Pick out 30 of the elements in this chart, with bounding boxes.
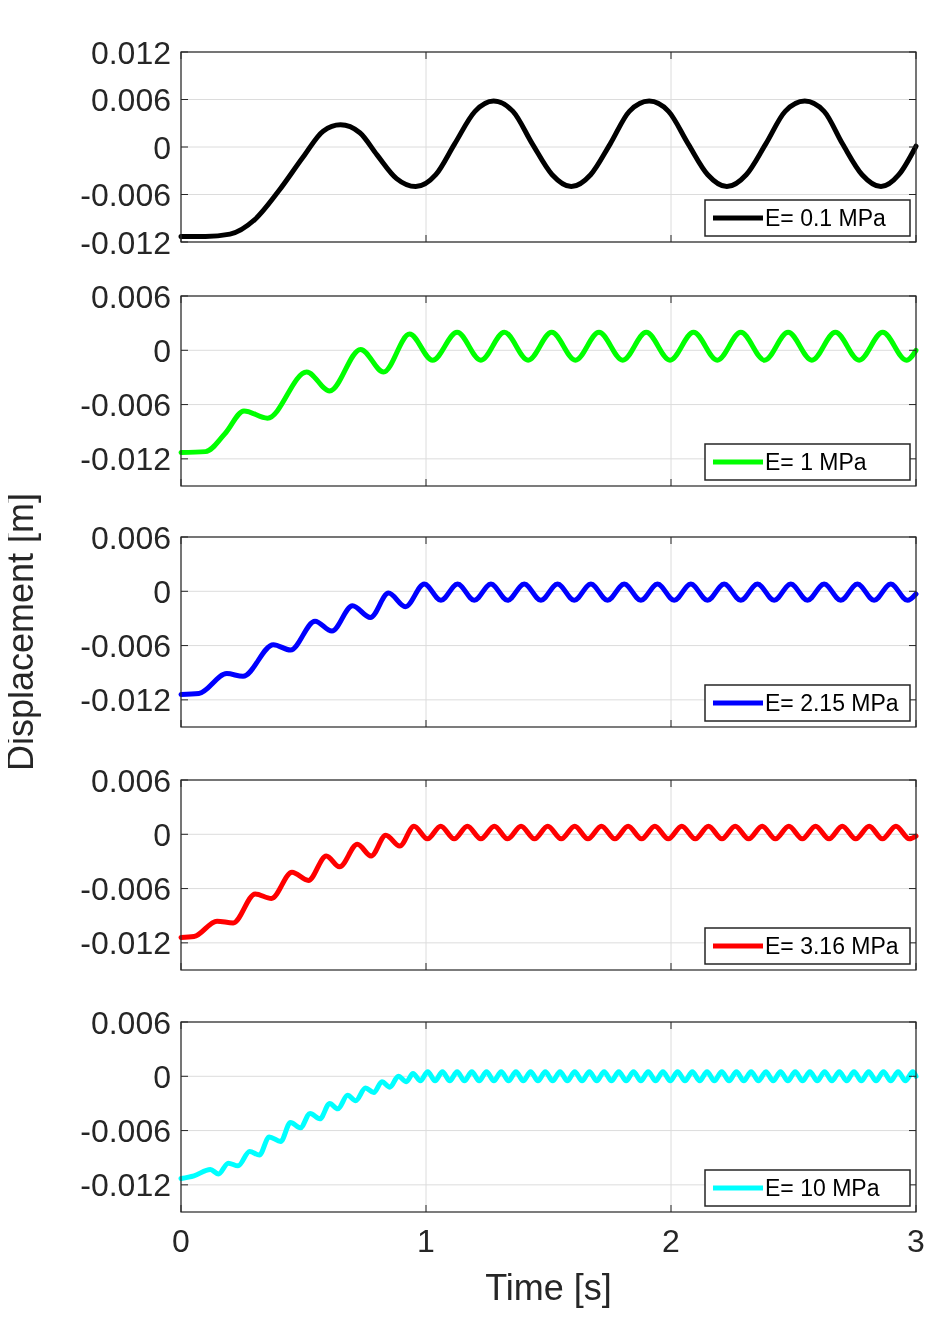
- legend-label: E= 2.15 MPa: [765, 690, 899, 717]
- legend-label: E= 1 MPa: [765, 449, 867, 476]
- y-tick-label: 0: [153, 129, 171, 166]
- y-tick-label: -0.012: [80, 1167, 171, 1204]
- y-tick-label: 0: [153, 332, 171, 369]
- x-tick-label: 3: [907, 1223, 925, 1259]
- x-tick-label: 2: [662, 1223, 680, 1259]
- y-tick-label: -0.006: [80, 1113, 171, 1150]
- y-tick-label: 0: [153, 816, 171, 853]
- y-tick-label: 0.006: [90, 762, 171, 799]
- y-tick-label: 0: [153, 1058, 171, 1095]
- y-tick-label: -0.006: [80, 871, 171, 908]
- legend-label: E= 10 MPa: [765, 1175, 880, 1202]
- y-tick-label: 0.006: [90, 82, 171, 119]
- legend-label: E= 3.16 MPa: [765, 933, 899, 960]
- y-tick-label: -0.012: [80, 925, 171, 962]
- x-axis-title: Time [s]: [485, 1267, 612, 1308]
- y-tick-label: -0.012: [80, 682, 171, 719]
- legend-label: E= 0.1 MPa: [765, 205, 887, 232]
- y-tick-label: 0.012: [90, 34, 171, 71]
- y-tick-label: 0.006: [90, 278, 171, 315]
- y-tick-label: -0.006: [80, 628, 171, 665]
- y-tick-label: -0.012: [80, 224, 171, 261]
- y-tick-label: -0.006: [80, 177, 171, 214]
- y-tick-label: -0.012: [80, 441, 171, 478]
- x-tick-label: 1: [417, 1223, 435, 1259]
- y-tick-label: 0.006: [90, 1004, 171, 1041]
- y-tick-label: 0: [153, 573, 171, 610]
- y-tick-label: 0.006: [90, 519, 171, 556]
- y-tick-label: -0.006: [80, 387, 171, 424]
